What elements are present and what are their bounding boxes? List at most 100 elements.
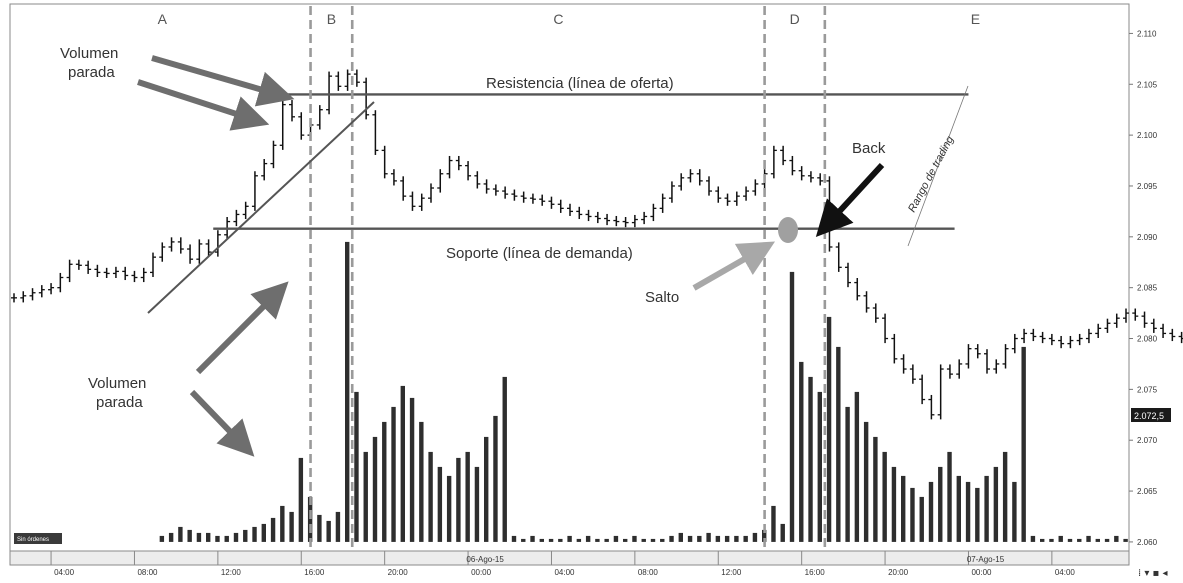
volume-bar — [956, 475, 961, 542]
volume-bar — [1067, 538, 1073, 542]
volume-bar — [493, 415, 498, 542]
price-tick-label: 2.085 — [1137, 284, 1158, 293]
volume-bar — [409, 397, 415, 542]
volume-bar — [1012, 481, 1017, 542]
volume-bar — [1021, 346, 1026, 542]
volume-bar — [363, 451, 368, 542]
time-tick-label: 20:00 — [388, 568, 409, 577]
volume-bar — [484, 436, 489, 542]
volume-bars — [159, 241, 1128, 542]
volume-bar — [919, 496, 924, 542]
volume-bar — [678, 532, 683, 542]
resistance-label: Resistencia (línea de oferta) — [486, 75, 674, 92]
volume-bar — [660, 538, 665, 542]
volume-bar — [863, 421, 869, 542]
volume-bar — [715, 535, 721, 542]
time-tick-label: 04:00 — [54, 568, 75, 577]
volume-bar — [854, 391, 860, 542]
volume-bar — [206, 532, 211, 542]
volume-bar — [938, 466, 943, 542]
volume-bar — [595, 538, 600, 542]
volume-bar — [539, 538, 544, 542]
volume-bar — [511, 535, 517, 542]
volume-bar — [307, 496, 313, 542]
price-tick-label: 2.070 — [1137, 436, 1158, 445]
time-tick-label: 20:00 — [888, 568, 909, 577]
volume-bar — [1040, 538, 1045, 542]
volume-bar — [1058, 535, 1063, 542]
volume-bar — [243, 529, 248, 542]
arrow-back — [815, 162, 885, 238]
volume-bar — [382, 421, 387, 542]
time-tick-label: 08:00 — [137, 568, 158, 577]
volume-bar — [289, 511, 294, 542]
volume-bar — [836, 346, 841, 542]
volume-bar — [975, 487, 980, 542]
volume-bar — [196, 532, 202, 542]
volume-bar — [928, 481, 934, 542]
volume-bar — [1114, 535, 1119, 542]
volume-bar — [697, 535, 702, 542]
volume-bar — [437, 466, 443, 542]
time-tick-label: 08:00 — [638, 568, 659, 577]
volume-bar — [317, 514, 322, 542]
volume-note-bottom-line1: Volumen — [88, 375, 146, 392]
volume-bar — [252, 526, 257, 542]
volume-bar — [752, 532, 758, 542]
trend-line — [147, 101, 375, 314]
date-label: 07-Ago-15 — [967, 555, 1005, 564]
volume-bar — [613, 535, 619, 542]
volume-bar — [372, 436, 378, 542]
toolbar-icons[interactable]: ⁞ ▾ ▪ ◂ — [1138, 568, 1168, 579]
volume-note-top-line2: parada — [68, 64, 115, 81]
volume-bar — [465, 451, 470, 542]
volume-bar — [734, 535, 739, 542]
volume-bar — [391, 406, 396, 542]
price-tick-label: 2.080 — [1137, 335, 1158, 344]
volume-bar — [345, 241, 350, 542]
phase-label-c: C — [553, 11, 563, 27]
volume-bar — [984, 475, 989, 542]
salto-label: Salto — [645, 289, 679, 306]
phase-label-d: D — [790, 11, 800, 27]
phase-label-b: B — [327, 11, 336, 27]
price-tick-label: 2.095 — [1137, 182, 1158, 191]
volume-bar — [178, 526, 183, 542]
arrow-volume-bottom-2 — [189, 389, 255, 457]
volume-bar — [687, 535, 693, 542]
arrow-salto — [692, 241, 776, 291]
indicator-label-box — [14, 533, 62, 544]
price-bars — [11, 69, 1183, 420]
volume-bar — [1123, 538, 1128, 542]
time-axis-ticks: 04:00 08:00 12:00 16:00 20:00 00:00 04:00 08:00… — [50, 551, 1076, 577]
phase-dividers — [309, 6, 827, 549]
volume-bar — [1030, 535, 1036, 542]
time-tick-label: 00:00 — [471, 568, 492, 577]
time-axis-band — [9, 550, 1130, 566]
phase-label-e: E — [971, 11, 980, 27]
volume-bar — [706, 532, 711, 542]
volume-bar — [641, 538, 646, 542]
time-tick-label: 04:00 — [1055, 568, 1076, 577]
volume-bar — [1077, 538, 1082, 542]
price-tick-label: 2.065 — [1137, 487, 1158, 496]
price-tick-label: 2.110 — [1137, 29, 1157, 38]
time-tick-label: 00:00 — [971, 568, 992, 577]
volume-bar — [576, 538, 582, 542]
back-label: Back — [852, 140, 886, 157]
volume-bar — [965, 481, 971, 542]
current-price-flag — [1131, 408, 1171, 422]
volume-note-top-line1: Volumen — [60, 45, 118, 62]
volume-bar — [215, 535, 220, 542]
phase-label-a: A — [158, 11, 168, 27]
time-tick-label: 16:00 — [805, 568, 826, 577]
volume-bar — [762, 529, 767, 542]
volume-bar — [873, 436, 878, 542]
volume-bar — [456, 457, 461, 542]
time-tick-label: 04:00 — [554, 568, 575, 577]
volume-bar — [502, 376, 507, 542]
support-label: Soporte (línea de demanda) — [446, 245, 633, 262]
volume-bar — [428, 451, 433, 542]
volume-bar — [446, 475, 452, 542]
